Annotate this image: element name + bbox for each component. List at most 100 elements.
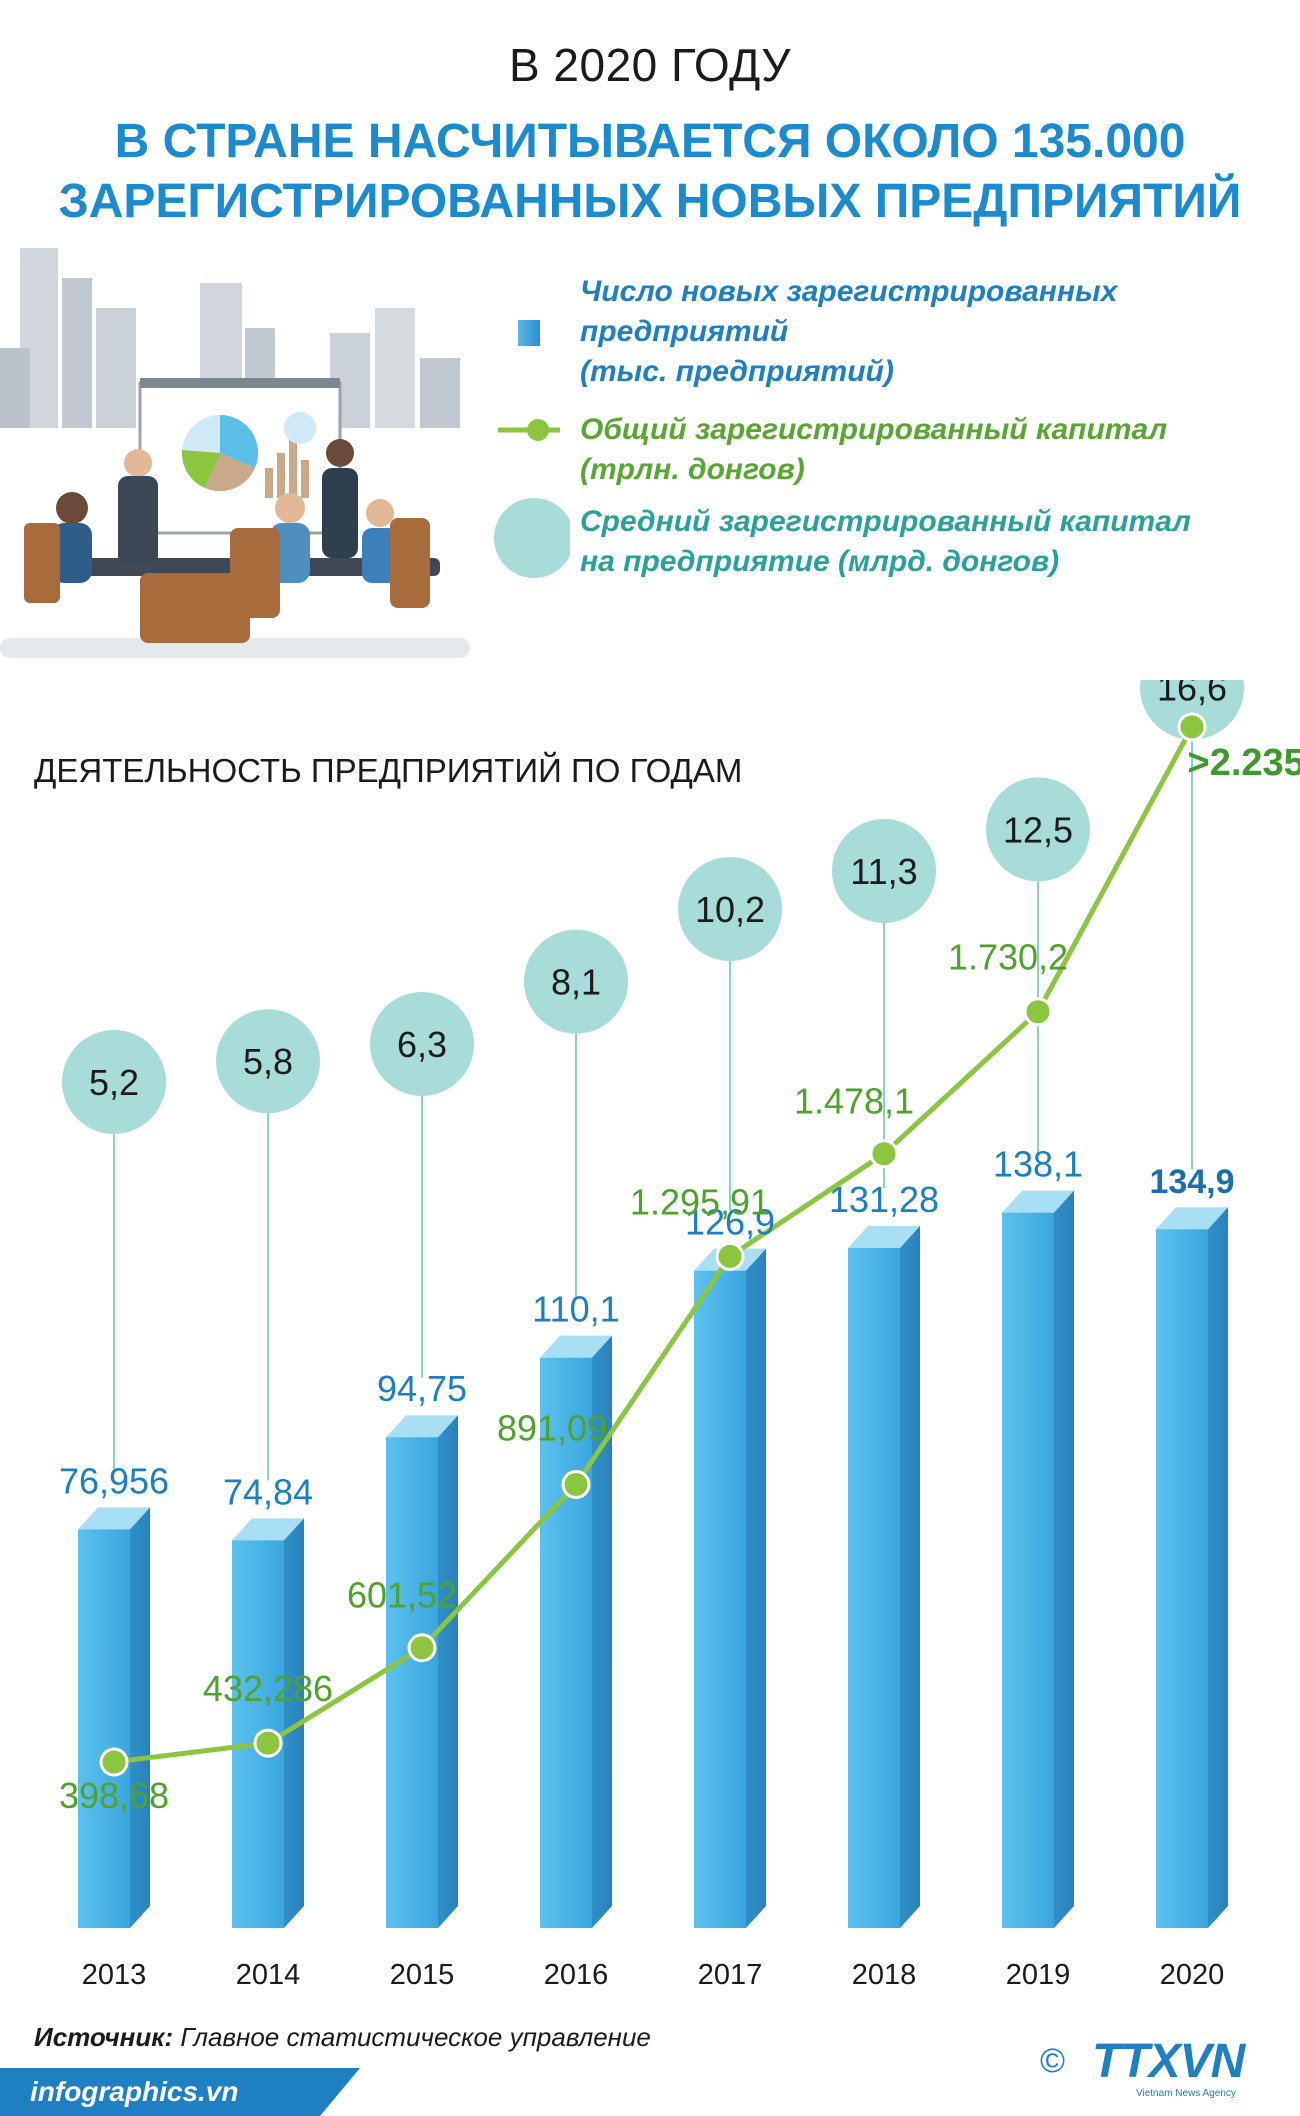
bubble-label: 10,2	[695, 889, 765, 930]
chart-legend: Число новых зарегистрированных предприят…	[490, 268, 1290, 588]
legend-circles-text: Средний зарегистрированный капитал на пр…	[580, 502, 1191, 582]
legend-bars-line2: предприятий	[580, 315, 789, 348]
line-point	[561, 1470, 591, 1500]
line-value-label: 601,52	[347, 1575, 457, 1616]
x-tick-label: 2018	[852, 1959, 917, 1990]
bubble-label: 5,2	[89, 1062, 139, 1103]
capital-line	[113, 725, 1195, 1765]
line-point	[1177, 712, 1207, 742]
legend-bars-text: Число новых зарегистрированных предприят…	[580, 272, 1117, 392]
line-layer	[99, 712, 1207, 1777]
bar	[386, 1437, 438, 1928]
bubble	[62, 1030, 166, 1134]
bar-value-label: 126,9	[685, 1202, 775, 1243]
logo-text: TTXVN	[1092, 2035, 1245, 2088]
bar-value-label: 74,84	[223, 1471, 313, 1512]
x-tick-label: 2019	[1006, 1959, 1071, 1990]
ttxvn-logo: © TTXVN Vietnam News Agency	[1040, 2028, 1280, 2108]
bubble-label: 8,1	[551, 962, 601, 1003]
x-axis: 2013 2014 2015 2016 2017 2018 2019 2020	[82, 1959, 1225, 1990]
labels-layer: 76,956 74,84 94,75 110,1 126,9 131,28 138,1 134…	[59, 742, 1300, 1816]
bubble	[524, 929, 628, 1034]
bar-side	[284, 1518, 304, 1928]
bubble-label: 5,8	[243, 1041, 293, 1082]
line-point	[407, 1633, 437, 1663]
title-line-2: ЗАРЕГИСТРИРОВАННЫХ НОВЫХ ПРЕДПРИЯТИЙ	[58, 175, 1242, 228]
bar-value-label: 138,1	[993, 1144, 1083, 1185]
legend-symbols	[494, 320, 570, 578]
legend-bars-line1: Число новых зарегистрированных	[580, 275, 1118, 308]
x-tick-label: 2014	[236, 1959, 301, 1990]
logo-subtext: Vietnam News Agency	[1136, 2088, 1236, 2099]
bar	[540, 1357, 592, 1928]
bubble	[370, 991, 474, 1096]
enterprise-chart: 5,2 5,8 6,3 8,1 10,2 11,3 12,5 16,6 76,956 74,84…	[59, 680, 1300, 1990]
legend-circle-swatch	[494, 498, 570, 578]
bar-top	[386, 1415, 458, 1438]
bubble-label: 11,3	[850, 851, 917, 892]
bubble-label: 16,6	[1157, 680, 1227, 709]
line-point	[715, 1241, 745, 1271]
copyright-icon: ©	[1040, 2042, 1066, 2080]
bar	[78, 1529, 130, 1928]
bar-side	[746, 1248, 766, 1928]
bubbles-layer: 5,2 5,8 6,3 8,1 10,2 11,3 12,5 16,6	[62, 680, 1244, 1481]
legend-bar-swatch	[518, 320, 540, 346]
bar-top	[232, 1518, 304, 1541]
section-title: ДЕЯТЕЛЬНОСТЬ ПРЕДПРИЯТИЙ ПО ГОДАМ	[34, 752, 743, 789]
x-tick-label: 2013	[82, 1959, 147, 1990]
bars-layer	[78, 1190, 1228, 1928]
line-point	[869, 1139, 899, 1169]
x-tick-label: 2020	[1160, 1959, 1225, 1990]
source-note: Источник: Главное статистическое управле…	[34, 2022, 651, 2053]
bar-top	[1156, 1207, 1228, 1230]
bar-side	[900, 1225, 920, 1928]
bar	[1002, 1212, 1054, 1928]
legend-line-line1: Общий зарегистрированный капитал	[580, 413, 1168, 446]
bar-value-label: 76,956	[59, 1460, 169, 1501]
line-value-label: 1.295,91	[630, 1181, 770, 1222]
meeting-illustration	[0, 248, 470, 658]
page-title: В СТРАНЕ НАСЧИТЫВАЕТСЯ ОКОЛО 135.000 ЗАР…	[0, 112, 1300, 232]
bar-top	[540, 1335, 612, 1358]
bar-value-label: 94,75	[377, 1368, 467, 1409]
line-value-label: 1.478,1	[794, 1081, 914, 1122]
bar	[848, 1247, 900, 1928]
footer-bar	[0, 2068, 360, 2116]
source-label: Источник:	[34, 2022, 174, 2052]
x-tick-label: 2017	[698, 1959, 763, 1990]
bar-side	[130, 1507, 150, 1928]
presentation-board	[138, 378, 342, 535]
bar-value-label: 110,1	[532, 1289, 619, 1330]
bubble-label: 12,5	[1003, 809, 1073, 850]
legend-bars-line3: (тыс. предприятий)	[580, 355, 894, 388]
line-value-label: 891,09	[497, 1408, 607, 1449]
bar-value-label: 134,9	[1149, 1163, 1234, 1201]
bubble	[986, 777, 1090, 882]
x-tick-label: 2016	[544, 1959, 609, 1990]
legend-line-line2: (трлн. донгов)	[580, 453, 805, 486]
x-tick-label: 2015	[390, 1959, 455, 1990]
line-value-label: 398,68	[59, 1775, 169, 1816]
bar-top	[1002, 1190, 1074, 1213]
footer-site: infographics.vn	[30, 2076, 239, 2107]
bubble	[678, 857, 782, 961]
legend-circles-line2: на предприятие (млрд. донгов)	[580, 545, 1060, 578]
title-line-1: В СТРАНЕ НАСЧИТЫВАЕТСЯ ОКОЛО 135.000	[114, 115, 1186, 168]
bubble	[1140, 680, 1244, 740]
bar-top	[78, 1507, 150, 1530]
bubble	[216, 1009, 320, 1114]
legend-line-text: Общий зарегистрированный капитал (трлн. …	[580, 410, 1167, 490]
line-point	[1023, 997, 1053, 1027]
bar-side	[1054, 1190, 1074, 1928]
bar-value-label: 131,28	[829, 1179, 939, 1220]
bar-side	[438, 1415, 458, 1928]
bar-side	[1208, 1207, 1228, 1928]
people	[24, 439, 430, 643]
line-value-label: >2.235,6	[1188, 742, 1300, 784]
bar-top	[848, 1225, 920, 1248]
legend-circles-line1: Средний зарегистрированный капитал	[580, 505, 1191, 538]
bubble-label: 6,3	[397, 1024, 447, 1065]
line-value-label: 1.730,2	[948, 937, 1068, 978]
line-point	[253, 1728, 283, 1758]
